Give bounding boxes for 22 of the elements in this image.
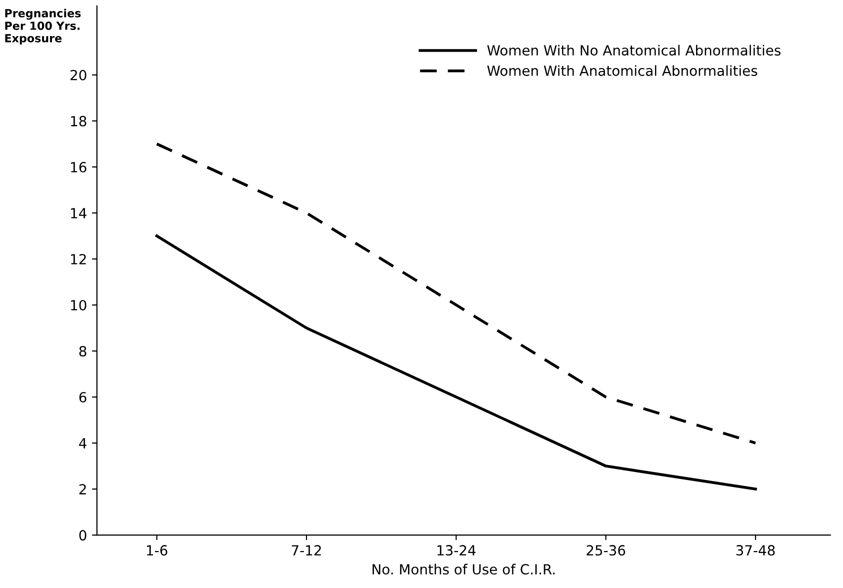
y-tick-label: 0 [79,530,86,541]
x-tick-label: 13-24 [438,545,476,556]
y-axis-title: Pregnancies Per 100 Yrs. Exposure [5,8,81,45]
legend-label: Women With Anatomical Abnormalities [487,65,758,76]
line-series [155,142,757,444]
y-tick-label: 14 [71,208,86,218]
y-tick-label: 4 [79,438,86,448]
line-series [155,234,757,490]
y-tick-label: 8 [79,346,86,356]
legend-label: Women With No Anatomical Abnormalities [487,44,781,56]
x-tick-label: 7-12 [292,545,321,556]
y-tick-label: 2 [79,484,86,494]
y-tick-label: 6 [79,392,86,402]
y-tick-label: 12 [71,254,86,264]
y-tick-label: 16 [71,162,86,172]
y-tick-label: 20 [70,70,86,80]
y-tick-label: 10 [71,300,86,310]
y-tick-label: 18 [71,116,86,126]
x-axis-title: No. Months of Use of C.I.R. [372,564,555,575]
x-tick-label: 37-48 [736,545,775,556]
x-tick-label: 25-36 [586,545,626,556]
x-tick-label: 1-6 [147,545,168,556]
